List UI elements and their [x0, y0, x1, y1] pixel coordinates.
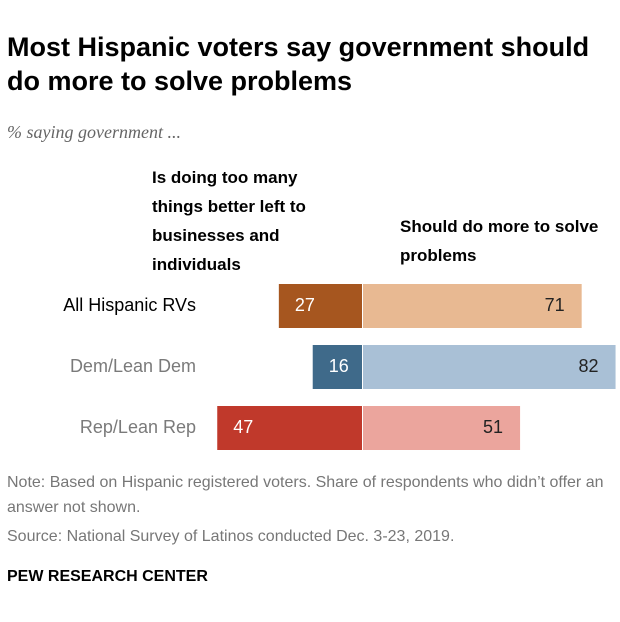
bar	[217, 406, 362, 450]
value-label: 27	[295, 295, 315, 315]
value-label: 71	[545, 295, 565, 315]
bar	[363, 406, 521, 450]
bar	[363, 284, 582, 328]
subtitle: % saying government ...	[7, 122, 181, 142]
legend-label: Is doing too many things better left to …	[152, 168, 306, 274]
source: Source: National Survey of Latinos condu…	[7, 528, 455, 545]
value-label: 47	[233, 417, 253, 437]
value-label: 16	[329, 356, 349, 376]
category-label: Rep/Lean Rep	[80, 417, 196, 437]
value-label: 82	[579, 356, 599, 376]
note: Note: Based on Hispanic registered voter…	[7, 474, 604, 516]
bar	[278, 284, 362, 328]
chart-title: Most Hispanic voters say government shou…	[7, 32, 590, 96]
category-label: Dem/Lean Dem	[70, 356, 196, 376]
bar	[363, 345, 616, 389]
value-label: 51	[483, 417, 503, 437]
bar	[312, 345, 362, 389]
legend-label: Should do more to solve problems	[400, 217, 599, 265]
category-label: All Hispanic RVs	[63, 295, 196, 315]
credit: PEW RESEARCH CENTER	[7, 568, 208, 585]
